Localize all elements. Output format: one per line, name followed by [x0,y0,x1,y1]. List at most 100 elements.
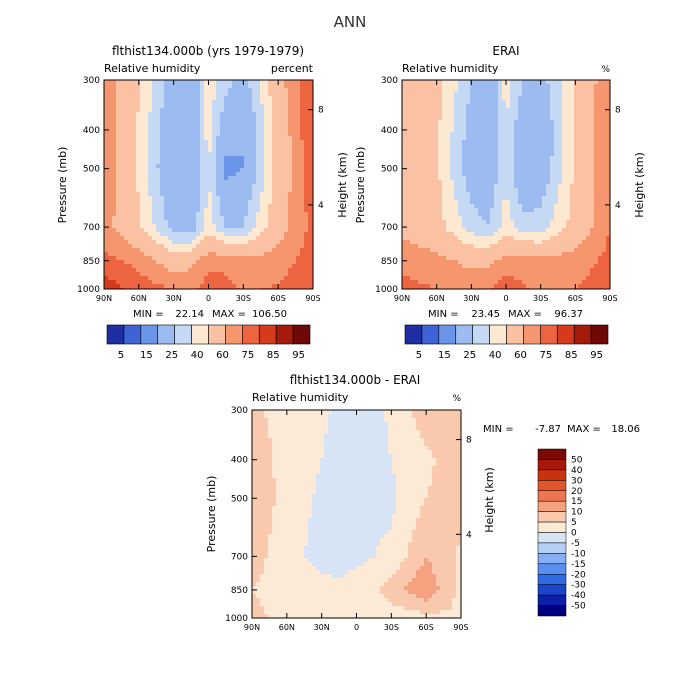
field-cell [252,268,257,273]
field-cell [442,220,447,225]
field-cell [148,120,153,125]
field-cell [414,152,419,157]
field-cell [426,108,431,113]
field-cell [192,124,197,129]
field-cell [474,188,479,193]
field-cell [168,156,173,161]
field-cell [430,100,435,105]
field-cell [602,144,607,149]
field-cell [208,168,213,173]
field-cell [582,124,587,129]
field-cell [112,260,117,265]
field-cell [486,196,491,201]
field-cell [120,212,125,217]
field-cell [410,128,415,133]
field-cell [212,284,217,289]
field-cell [418,112,423,117]
field-cell [308,200,313,205]
field-cell [502,112,507,117]
field-cell [446,80,451,85]
field-cell [220,244,225,249]
field-cell [164,108,169,113]
y-tick-label: 850 [83,257,100,267]
field-cell [414,180,419,185]
field-cell [308,272,313,277]
field-cell [514,196,519,201]
field-cell [180,284,185,289]
field-cell [272,164,277,169]
field-cell [276,228,281,233]
field-cell [124,132,129,137]
field-cell [116,268,121,273]
field-cell [602,140,607,145]
field-cell [490,104,495,109]
field-cell [486,120,491,125]
field-cell [276,252,281,257]
field-cell [176,104,181,109]
field-cell [276,220,281,225]
field-cell [208,272,213,277]
field-cell [514,148,519,153]
field-cell [116,148,121,153]
field-cell [562,192,567,197]
field-cell [232,152,237,157]
field-cell [414,184,419,189]
field-cell [506,156,511,161]
field-cell [578,124,583,129]
field-cell [300,88,305,93]
field-cell [534,168,539,173]
field-cell [196,140,201,145]
field-cell [276,280,281,285]
field-cell [438,96,443,101]
field-cell [144,232,149,237]
field-cell [308,160,313,165]
field-cell [450,108,455,113]
field-cell [236,112,241,117]
field-cell [598,200,603,205]
field-cell [438,112,443,117]
field-cell [594,168,599,173]
field-cell [152,156,157,161]
field-cell [216,280,221,285]
field-cell [574,188,579,193]
field-cell [272,84,277,89]
field-cell [606,92,611,97]
field-cell [514,140,519,145]
field-cell [104,260,109,265]
field-cell [426,204,431,209]
field-cell [228,104,233,109]
field-cell [140,136,145,141]
field-cell [292,132,297,137]
field-cell [486,224,491,229]
field-cell [216,264,221,269]
field-cell [116,156,121,161]
field-cell [526,108,531,113]
field-cell [104,248,109,253]
field-cell [478,124,483,129]
field-cell [534,124,539,129]
field-cell [268,244,273,249]
field-cell [200,112,205,117]
field-cell [300,240,305,245]
field-cell [462,140,467,145]
field-cell [288,92,293,97]
field-cell [562,84,567,89]
field-cell [144,280,149,285]
field-cell [212,280,217,285]
field-cell [506,220,511,225]
field-cell [120,228,125,233]
field-cell [578,172,583,177]
field-cell [132,148,137,153]
field-cell [530,176,535,181]
field-cell [554,204,559,209]
field-cell [192,176,197,181]
field-cell [124,96,129,101]
field-cell [268,164,273,169]
field-cell [566,176,571,181]
field-cell [574,164,579,169]
field-cell [116,228,121,233]
field-cell [458,100,463,105]
field-cell [546,156,551,161]
field-cell [402,184,407,189]
field-cell [208,276,213,281]
